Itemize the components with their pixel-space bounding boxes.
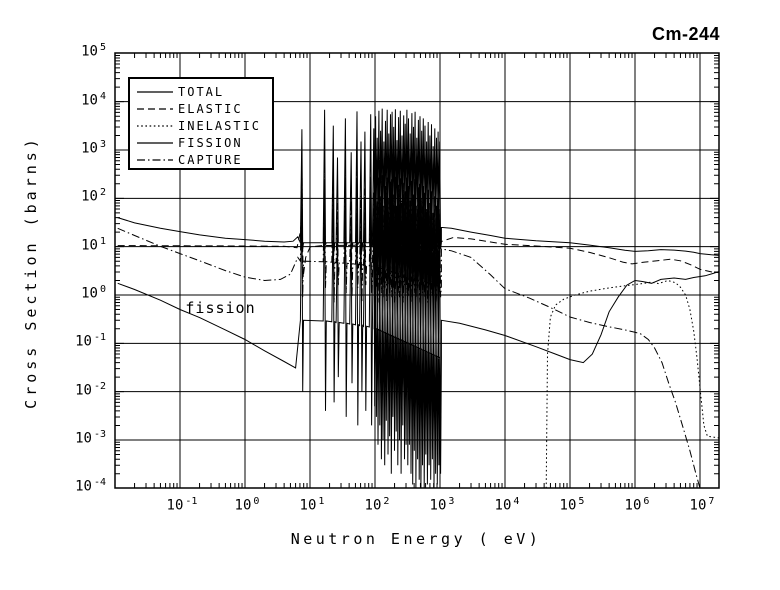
x-tick-label: 10 4	[494, 496, 520, 514]
y-tick-label: 10 -4	[75, 477, 106, 495]
x-axis-label: Neutron Energy ( eV)	[290, 530, 542, 548]
curve-inelastic	[545, 279, 719, 488]
legend-label-inelastic: INELASTIC	[178, 118, 262, 133]
x-tick-label: 10 5	[559, 496, 585, 514]
y-tick-label: 10 1	[81, 235, 106, 254]
legend-item-inelastic: INELASTIC	[130, 117, 272, 134]
legend-label-fission: FISSION	[178, 135, 243, 150]
legend-line-inelastic	[137, 124, 173, 127]
y-tick-label: 10 0	[81, 284, 106, 302]
legend-item-elastic: ELASTIC	[130, 100, 272, 117]
x-tick-label: 10 1	[299, 496, 325, 514]
legend-item-total: TOTAL	[130, 83, 272, 100]
legend-item-capture: CAPTURE	[130, 151, 272, 168]
y-tick-label: 10 -1	[75, 332, 106, 350]
legend-label-elastic: ELASTIC	[178, 101, 243, 116]
y-axis-label: Cross Section (barns)	[22, 135, 40, 409]
legend-label-capture: CAPTURE	[178, 152, 243, 167]
legend-label-total: TOTAL	[178, 84, 225, 99]
y-tick-label: 10 4	[81, 90, 106, 109]
figure-title: Cm-244	[651, 24, 720, 44]
legend-item-fission: FISSION	[130, 134, 272, 151]
y-tick-label: 10 2	[81, 187, 106, 205]
x-tick-label: 10 6	[624, 496, 650, 514]
y-tick-label: 10 3	[81, 139, 106, 157]
x-tick-label: 10 3	[429, 496, 455, 514]
y-tick-label: 10 -2	[75, 380, 106, 399]
fission-annotation: fission	[185, 298, 256, 317]
legend-line-capture	[137, 158, 173, 161]
legend-line-fission	[137, 141, 173, 144]
legend-line-elastic	[137, 107, 173, 110]
x-tick-label: 10 0	[234, 496, 260, 514]
x-tick-label: 10 2	[364, 496, 390, 514]
x-tick-label: 10 -1	[166, 496, 198, 514]
x-tick-label: 10 7	[689, 496, 715, 514]
legend-line-total	[137, 90, 173, 93]
curve-elastic	[117, 215, 719, 276]
curve-capture	[117, 152, 701, 488]
y-tick-label: 10 5	[81, 42, 106, 60]
legend: TOTAL ELASTIC INELASTIC FISSION CAPTURE	[128, 77, 274, 170]
y-tick-label: 10 -3	[75, 428, 106, 447]
